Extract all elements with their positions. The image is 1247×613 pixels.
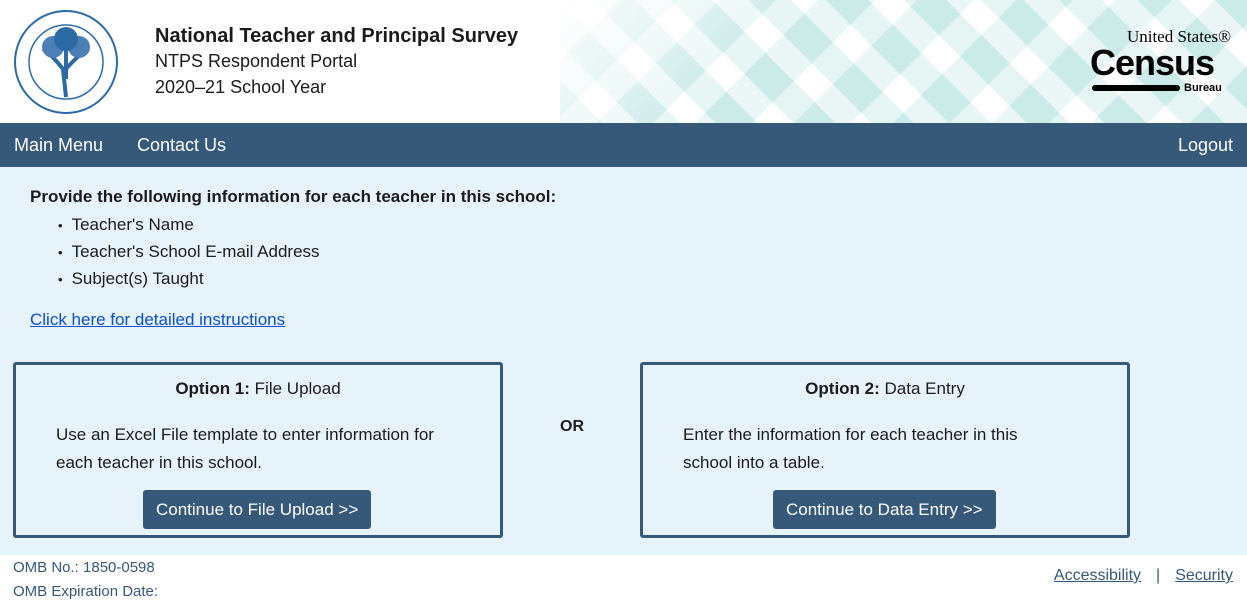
continue-to-file-upload-button[interactable]: Continue to File Upload >>	[143, 490, 372, 529]
option-title: Data Entry	[884, 379, 965, 398]
detailed-instructions-link[interactable]: Click here for detailed instructions	[30, 310, 286, 329]
intro-text: Provide the following information for ea…	[30, 187, 557, 206]
logout-link[interactable]: Logout	[1177, 135, 1233, 155]
omb-number: OMB No.: 1850-0598	[13, 559, 155, 576]
logo-text: Bureau	[1184, 82, 1222, 94]
header-background-pattern	[560, 0, 1247, 123]
security-link[interactable]: Security	[1175, 567, 1233, 584]
department-of-education-seal-icon	[14, 10, 118, 114]
option-heading: Option 2: Data Entry	[643, 379, 1127, 399]
footer-links: Accessibility | Security	[1054, 566, 1233, 586]
option-heading: Option 1: File Upload	[16, 379, 500, 399]
required-info-list: Teacher's Name Teacher's School E-mail A…	[58, 212, 320, 293]
continue-to-data-entry-button[interactable]: Continue to Data Entry >>	[773, 490, 996, 529]
list-item: Teacher's Name	[58, 212, 320, 239]
nav-bar: Main Menu Contact Us Logout	[0, 123, 1247, 167]
nav-main-menu[interactable]: Main Menu	[14, 135, 104, 155]
accessibility-link[interactable]: Accessibility	[1053, 567, 1142, 584]
footer-separator: |	[1156, 567, 1161, 584]
logo-text: United States®	[1126, 27, 1231, 46]
school-year: 2020–21 School Year	[155, 77, 327, 97]
logo-text: Census	[1090, 42, 1215, 83]
description-line: school into a table.	[683, 453, 825, 472]
option-data-entry-panel: Option 2: Data Entry Enter the informati…	[640, 362, 1130, 538]
list-item: Subject(s) Taught	[58, 266, 320, 293]
survey-title: National Teacher and Principal Survey	[155, 25, 519, 47]
option-file-upload-panel: Option 1: File Upload Use an Excel File …	[13, 362, 503, 538]
option-description: Use an Excel File template to enter info…	[56, 421, 434, 477]
logo-bar	[1092, 85, 1180, 91]
option-title: File Upload	[254, 379, 341, 398]
census-bureau-logo: United States® Census Bureau	[1090, 28, 1235, 96]
or-separator: OR	[560, 418, 584, 435]
description-line: Enter the information for each teacher i…	[683, 425, 1018, 444]
omb-expiration: OMB Expiration Date:	[13, 583, 159, 600]
main-content: Provide the following information for ea…	[0, 167, 1247, 555]
option-label: Option 1:	[175, 379, 250, 398]
list-item: Teacher's School E-mail Address	[58, 239, 320, 266]
option-description: Enter the information for each teacher i…	[683, 421, 1018, 477]
omb-info: OMB No.: 1850-0598 OMB Expiration Date:	[13, 556, 158, 604]
site-header: National Teacher and Principal Survey NT…	[0, 0, 1247, 123]
portal-name: NTPS Respondent Portal	[155, 51, 358, 71]
option-label: Option 2:	[805, 379, 880, 398]
description-line: Use an Excel File template to enter info…	[56, 425, 434, 444]
description-line: each teacher in this school.	[56, 453, 263, 472]
nav-contact-us[interactable]: Contact Us	[137, 135, 227, 155]
